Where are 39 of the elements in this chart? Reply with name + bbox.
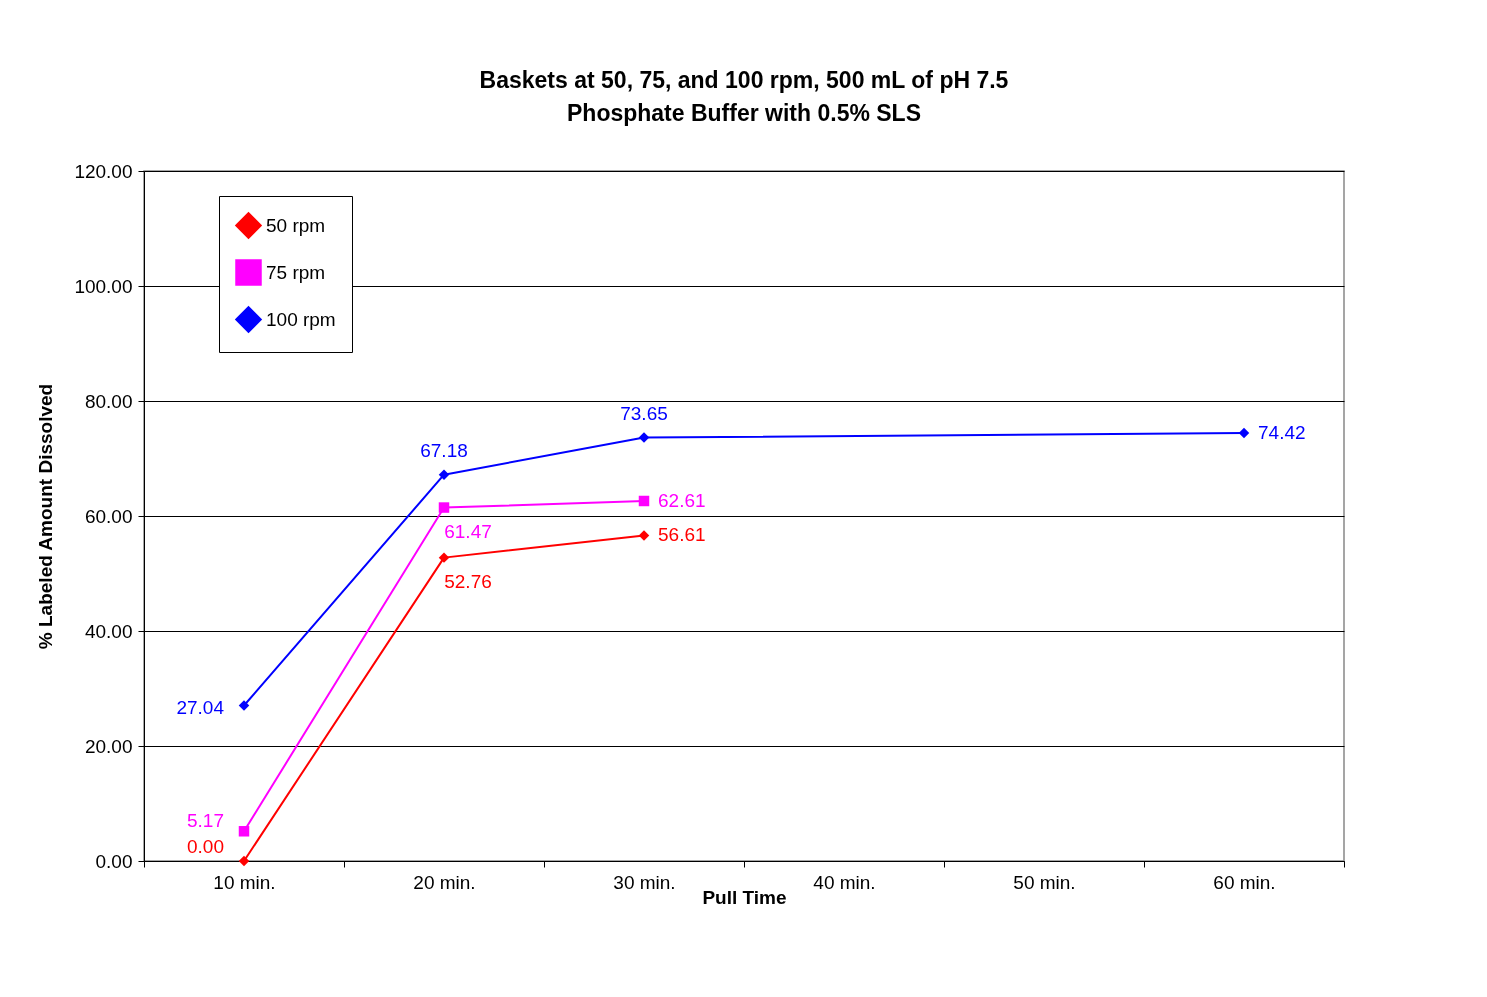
legend-label: 100 rpm: [266, 308, 336, 330]
legend-label: 50 rpm: [266, 214, 326, 236]
data-label: 0.00: [187, 836, 224, 857]
data-label: 73.65: [620, 402, 668, 424]
point: [438, 552, 450, 563]
point: [1238, 427, 1250, 439]
y-tick-label: 80.00: [84, 390, 133, 412]
x-tick-label: 60 min.: [1213, 871, 1276, 893]
x-tick-label: 50 min.: [1013, 871, 1076, 893]
point: [238, 700, 250, 711]
point: [438, 502, 450, 513]
point: [438, 469, 450, 480]
data-label: 27.04: [176, 696, 225, 718]
y-tick-label: 120.00: [74, 160, 133, 182]
y-axis-title: % Labeled Amount Dissolved: [35, 383, 57, 650]
point: [238, 855, 250, 867]
legend-label: 75 rpm: [266, 261, 326, 283]
y-tick-label: 0.00: [95, 850, 133, 872]
x-tick-label: 20 min.: [413, 871, 476, 893]
x-tick-label: 10 min.: [213, 871, 276, 893]
y-tick-label: 20.00: [84, 735, 133, 757]
point: [238, 826, 250, 837]
point: [638, 530, 650, 541]
x-tick-label: 30 min.: [613, 871, 676, 893]
chart-title: Baskets at 50, 75, and 100 rpm, 500 mL of pH 7.5 Phosphate Buffer with 0.5% SLS: [479, 67, 1009, 126]
data-label: 52.76: [444, 570, 492, 592]
x-axis-title: Pull Time: [702, 886, 787, 908]
point: [638, 495, 650, 507]
y-tick-label: 40.00: [84, 620, 133, 642]
data-label: 67.18: [420, 439, 468, 461]
data-label: 74.42: [1258, 422, 1306, 444]
data-label: 62.61: [658, 489, 706, 511]
y-tick-label: 100.00: [74, 275, 133, 297]
data-label: 56.61: [658, 524, 706, 546]
y-tick-label: 60.00: [84, 505, 133, 527]
x-tick-label: 40 min.: [813, 871, 876, 893]
point: [638, 432, 650, 443]
data-label: 5.17: [187, 810, 224, 832]
data-label: 61.47: [444, 520, 492, 542]
